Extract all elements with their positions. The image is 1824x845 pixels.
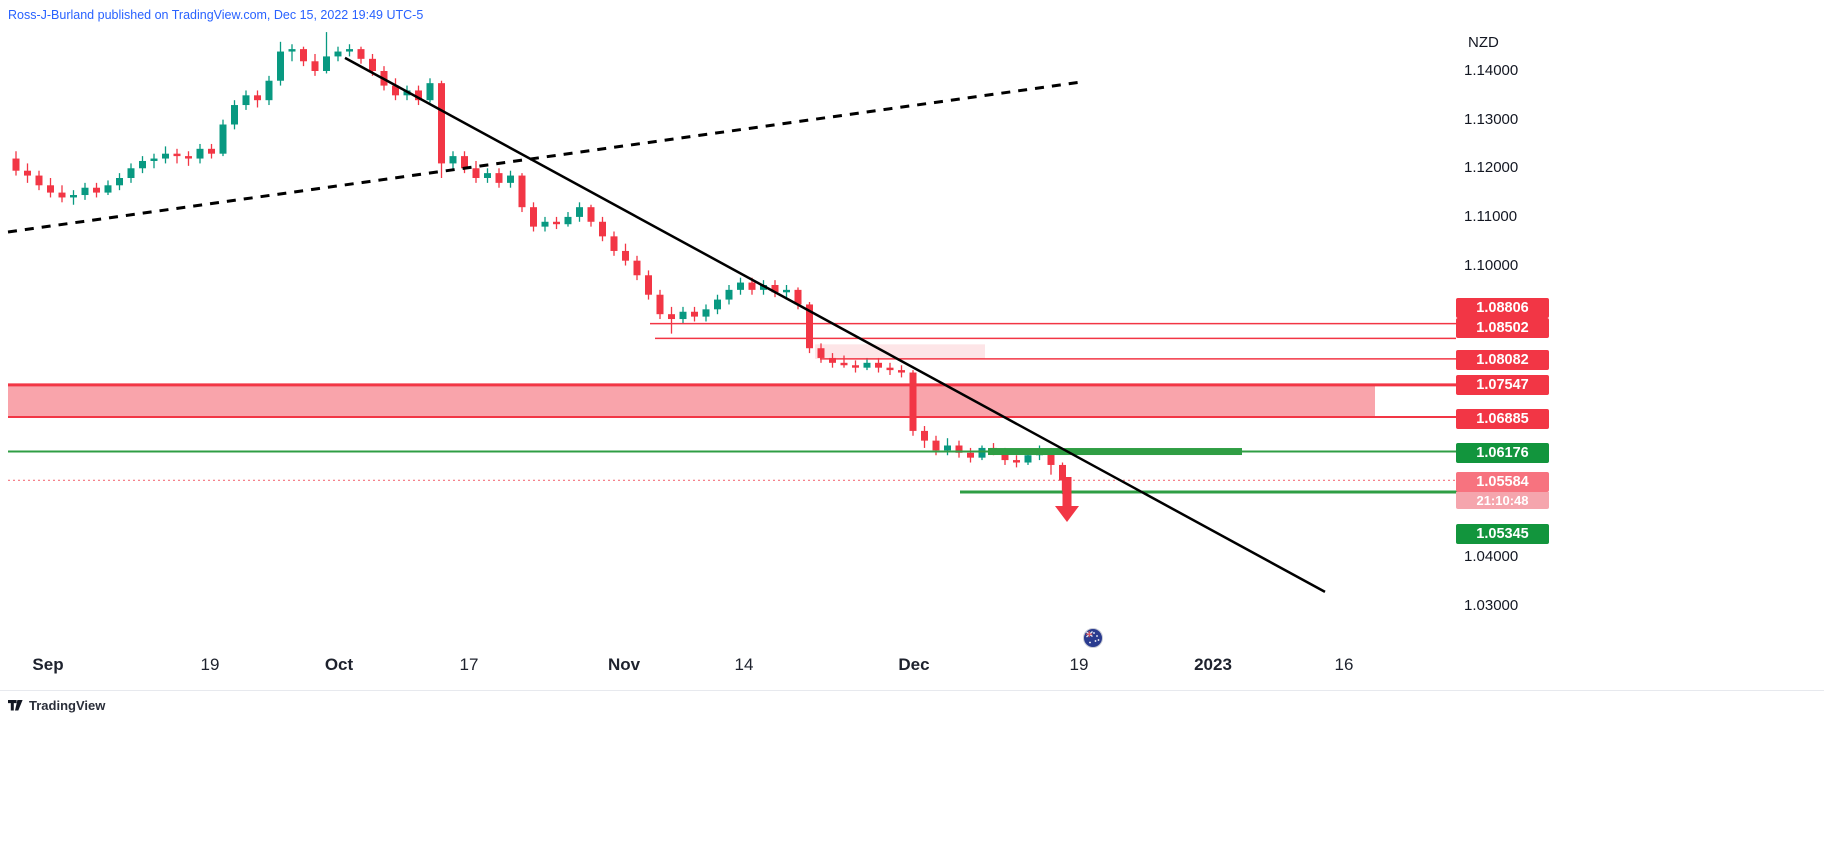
price-level-badge: 1.06885 bbox=[1456, 409, 1549, 429]
price-level-badge: 1.07547 bbox=[1456, 375, 1549, 395]
time-axis-label: 17 bbox=[459, 655, 479, 674]
economic-event-flag-icon[interactable] bbox=[1083, 628, 1103, 648]
price-axis-label: 1.04000 bbox=[1464, 548, 1519, 566]
price-level-badge: 1.05345 bbox=[1456, 524, 1549, 544]
attribution-link[interactable]: Ross-J-Burland published on TradingView.… bbox=[8, 8, 424, 22]
price-level-badge: 1.06176 bbox=[1456, 443, 1549, 463]
time-axis-label: Nov bbox=[607, 655, 641, 674]
tradingview-logo-icon bbox=[8, 700, 23, 711]
time-axis-label: 19 bbox=[1069, 655, 1089, 674]
time-axis-label: 16 bbox=[1334, 655, 1354, 674]
time-axis-label: Dec bbox=[898, 655, 930, 674]
time-axis-label: 14 bbox=[734, 655, 754, 674]
time-axis-label: 19 bbox=[200, 655, 220, 674]
tradingview-logo-text: TradingView bbox=[29, 698, 106, 713]
bar-countdown-badge: 21:10:48 bbox=[1456, 492, 1549, 509]
price-axis-label: 1.11000 bbox=[1464, 207, 1518, 225]
time-axis-label: Oct bbox=[324, 655, 354, 674]
price-level-badge: 1.08082 bbox=[1456, 350, 1549, 370]
price-axis-label: 1.12000 bbox=[1464, 159, 1519, 177]
footer-divider bbox=[0, 690, 1824, 691]
price-axis-label: 1.13000 bbox=[1464, 110, 1519, 128]
price-axis-label: 1.14000 bbox=[1464, 62, 1519, 79]
price-level-badge: 1.08806 bbox=[1456, 298, 1549, 318]
price-level-badge: 1.08502 bbox=[1456, 318, 1549, 338]
price-axis-label: 1.03000 bbox=[1464, 596, 1519, 614]
current-price-badge: 1.05584 bbox=[1456, 472, 1549, 492]
time-axis-label: Sep bbox=[32, 655, 64, 674]
tradingview-logo[interactable]: TradingView bbox=[8, 698, 105, 713]
price-axis-label: 1.10000 bbox=[1464, 256, 1519, 274]
time-axis-label: 2023 bbox=[1194, 655, 1232, 674]
symbol-label: NZD bbox=[1468, 34, 1499, 51]
